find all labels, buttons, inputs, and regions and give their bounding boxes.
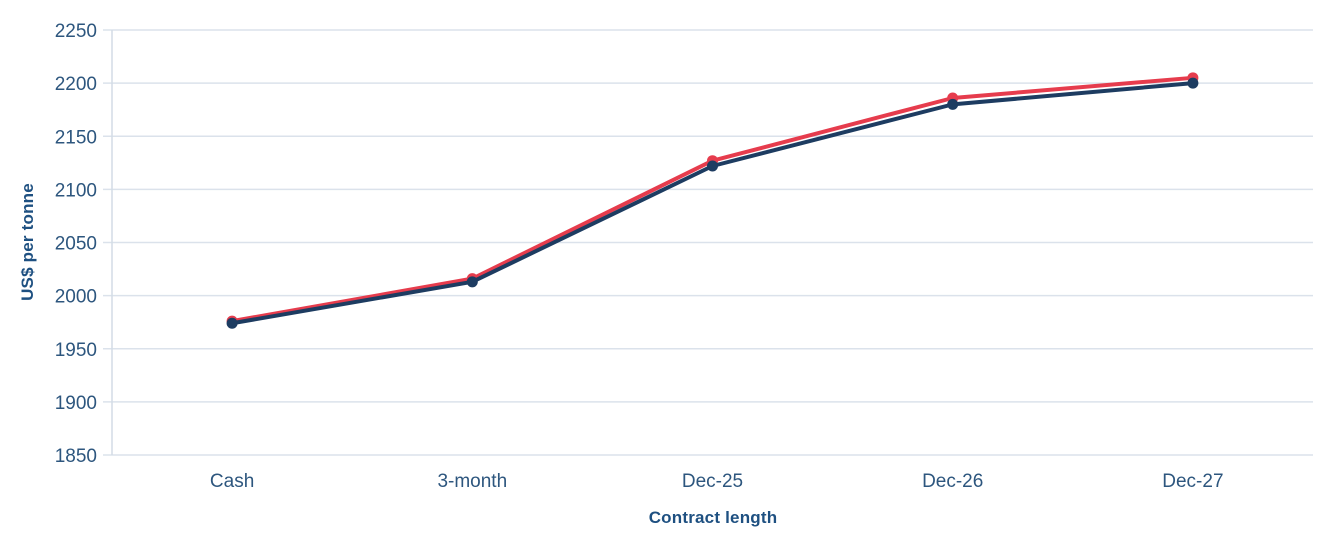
series-navy-point xyxy=(707,160,718,172)
series-navy-point xyxy=(947,98,959,110)
y-tick-label: 1850 xyxy=(55,446,97,467)
y-tick-label: 2000 xyxy=(55,287,97,308)
y-tick-label: 1900 xyxy=(55,393,97,414)
y-tick-label: 1950 xyxy=(55,340,97,361)
y-tick-label: 2250 xyxy=(55,21,97,42)
series-red-line xyxy=(230,75,1195,324)
gridlines xyxy=(112,29,1313,456)
x-axis-title: Contract length xyxy=(648,508,778,527)
x-tick-label: Dec-27 xyxy=(1162,471,1223,492)
series-navy-point xyxy=(466,276,478,288)
y-tick-label: 2150 xyxy=(55,127,97,148)
x-tick-label: Dec-26 xyxy=(922,471,983,492)
y-tick-label: 2100 xyxy=(55,180,97,201)
y-ticks xyxy=(103,29,112,456)
series-navy-point xyxy=(226,317,238,329)
y-tick-labels: 1850 1900 1950 2000 2050 2100 2150 2200 2250 xyxy=(55,21,97,467)
series-navy-point xyxy=(1187,77,1199,89)
series-navy xyxy=(226,77,1199,329)
series-navy-line xyxy=(230,81,1195,326)
x-tick-label: Dec-25 xyxy=(682,471,743,492)
x-tick-label: Cash xyxy=(210,471,254,492)
y-tick-label: 2050 xyxy=(55,234,97,255)
x-tick-labels: Cash 3-month Dec-25 Dec-26 Dec-27 xyxy=(210,471,1224,492)
y-axis-title: US$ per tonne xyxy=(18,183,37,301)
series-red xyxy=(226,72,1199,327)
x-tick-label: 3-month xyxy=(437,471,507,492)
y-tick-label: 2200 xyxy=(55,74,97,95)
